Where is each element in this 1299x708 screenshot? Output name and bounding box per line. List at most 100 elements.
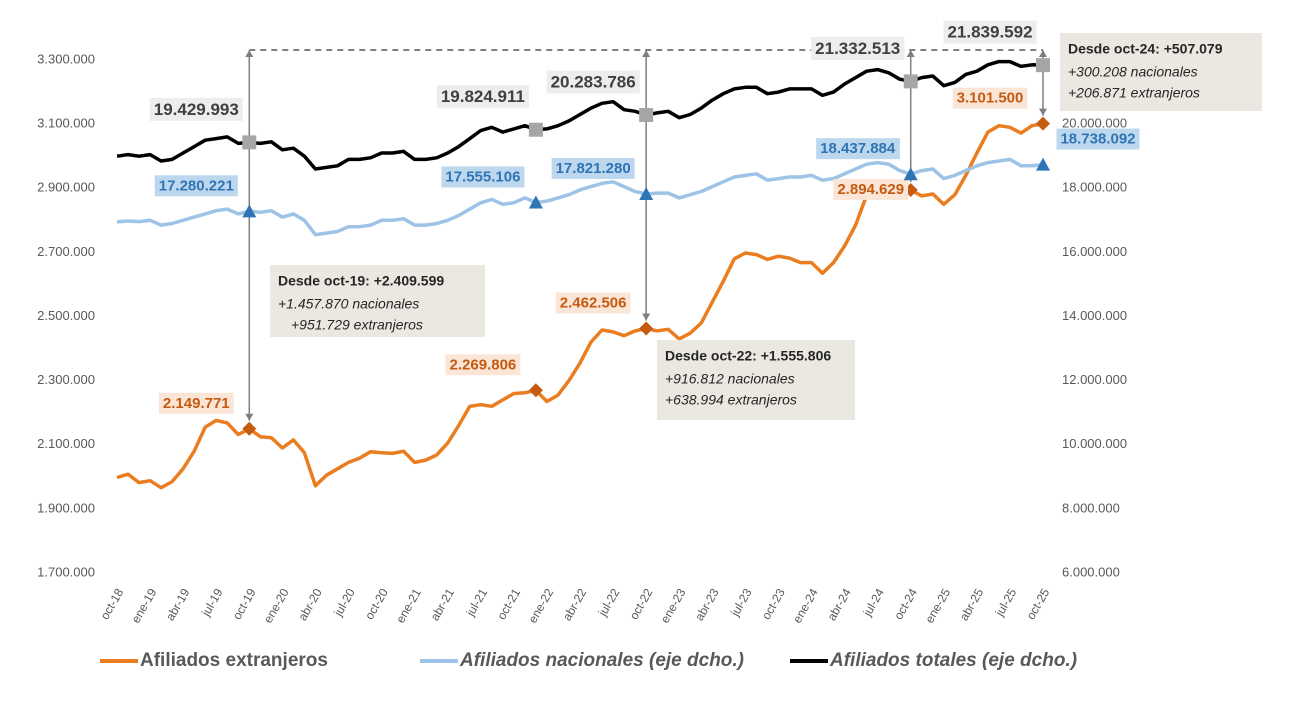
x-tick-label: oct-23 xyxy=(759,586,788,622)
data-label-bg xyxy=(816,138,900,160)
x-tick-label: oct-20 xyxy=(362,586,391,622)
x-tick-label: oct-21 xyxy=(494,586,523,622)
annotation-title: Desde oct-19: +2.409.599 xyxy=(278,273,444,289)
data-label: 17.821.280 xyxy=(556,160,631,177)
data-marker xyxy=(903,167,918,181)
y-tick-label: 2.100.000 xyxy=(37,436,95,451)
arrow-head xyxy=(245,413,254,421)
annotation-title: Desde oct-24: +507.079 xyxy=(1068,41,1223,57)
data-label-bg xyxy=(154,175,238,197)
annotation-box xyxy=(1060,33,1262,111)
data-label: 2.894.629 xyxy=(837,181,904,198)
x-tick-label: abr-19 xyxy=(163,586,193,623)
y-tick-label: 1.900.000 xyxy=(37,500,95,515)
data-label: 17.555.106 xyxy=(445,168,520,185)
legend-label: Afiliados extranjeros xyxy=(140,650,328,671)
data-label-bg xyxy=(555,292,631,314)
data-label: 2.462.506 xyxy=(560,294,627,311)
data-marker xyxy=(528,383,543,398)
x-tick-label: oct-22 xyxy=(627,586,656,622)
arrow-head xyxy=(642,50,651,57)
y2-tick-label: 6.000.000 xyxy=(1062,564,1120,579)
y-tick-label: 2.700.000 xyxy=(37,244,95,259)
y-tick-label: 3.100.000 xyxy=(37,116,95,131)
x-tick-label: oct-25 xyxy=(1024,586,1053,622)
annotation-arrows xyxy=(245,49,1047,421)
data-label-bg xyxy=(158,392,234,414)
annotation-line: +1.457.870 nacionales xyxy=(278,296,419,312)
arrow-head xyxy=(906,50,915,57)
arrow-head xyxy=(1039,108,1047,116)
data-marker xyxy=(639,321,654,336)
data-label-bg xyxy=(546,70,640,94)
annotation-box xyxy=(270,265,485,337)
data-marker xyxy=(242,135,257,150)
data-marker xyxy=(1036,157,1050,171)
annotation-line: +206.871 extranjeros xyxy=(1068,85,1200,101)
data-label-bg xyxy=(952,87,1028,109)
data-label-bg xyxy=(551,157,635,179)
x-tick-label: abr-23 xyxy=(692,586,722,623)
arrow-head xyxy=(245,50,254,57)
data-label: 21.839.592 xyxy=(947,23,1032,42)
data-label: 17.280.221 xyxy=(159,177,234,194)
x-tick-label: ene-20 xyxy=(261,586,292,626)
y-tick-label: 3.300.000 xyxy=(37,51,95,66)
x-tick-label: abr-21 xyxy=(428,586,458,623)
data-marker xyxy=(242,421,257,436)
x-tick-label: jul-21 xyxy=(463,586,490,620)
x-tick-label: abr-20 xyxy=(295,586,325,623)
data-label-bg xyxy=(441,166,525,188)
y2-tick-label: 12.000.000 xyxy=(1062,372,1127,387)
data-marker xyxy=(639,186,654,200)
y2-tick-label: 20.000.000 xyxy=(1062,116,1127,131)
y-tick-label: 1.700.000 xyxy=(37,564,95,579)
y2-tick-label: 8.000.000 xyxy=(1062,500,1120,515)
x-tick-label: ene-23 xyxy=(658,586,689,626)
data-label-bg xyxy=(811,36,905,60)
x-tick-label: jul-23 xyxy=(727,586,754,620)
y-tick-label: 2.900.000 xyxy=(37,180,95,195)
x-tick-label: oct-19 xyxy=(230,586,259,622)
x-tick-label: abr-22 xyxy=(560,586,590,623)
annotation-line: +916.812 nacionales xyxy=(665,371,795,387)
annotation-title: Desde oct-22: +1.555.806 xyxy=(665,348,831,364)
data-marker xyxy=(528,122,543,137)
arrow-head xyxy=(642,313,651,321)
data-marker xyxy=(639,108,654,123)
data-label-bg xyxy=(445,354,521,376)
x-tick-label: jul-19 xyxy=(198,586,225,620)
data-label-bg xyxy=(833,178,909,200)
data-label: 21.332.513 xyxy=(815,39,900,58)
series-line xyxy=(116,157,1044,237)
x-tick-label: jul-25 xyxy=(992,586,1019,620)
data-marker xyxy=(903,74,918,89)
data-label: 3.101.500 xyxy=(957,90,1024,107)
data-marker xyxy=(242,204,257,218)
x-tick-label: ene-19 xyxy=(129,586,160,626)
annotation-line: +638.994 extranjeros xyxy=(665,392,797,408)
data-label: 18.437.884 xyxy=(820,140,896,157)
data-marker xyxy=(1036,116,1050,131)
data-label-bg xyxy=(1056,128,1140,150)
y-tick-label: 2.500.000 xyxy=(37,308,95,323)
annotation-box xyxy=(657,340,855,420)
annotation-line: +300.208 nacionales xyxy=(1068,64,1198,80)
x-tick-label: ene-25 xyxy=(922,586,953,626)
annotation-line: +951.729 extranjeros xyxy=(291,317,423,333)
data-label: 2.149.771 xyxy=(163,395,230,412)
data-label: 2.269.806 xyxy=(450,356,517,373)
data-label-bg xyxy=(149,97,243,121)
y2-tick-label: 14.000.000 xyxy=(1062,308,1127,323)
data-marker xyxy=(1036,58,1050,73)
data-label: 19.824.911 xyxy=(441,87,525,106)
x-tick-label: abr-25 xyxy=(957,586,987,623)
series-line xyxy=(116,59,1044,171)
arrow-head xyxy=(1039,50,1047,57)
data-marker xyxy=(528,195,543,209)
data-label-bg xyxy=(436,85,529,109)
data-label: 19.429.993 xyxy=(154,100,239,119)
x-tick-label: abr-24 xyxy=(824,586,854,623)
x-tick-label: ene-24 xyxy=(790,586,821,626)
